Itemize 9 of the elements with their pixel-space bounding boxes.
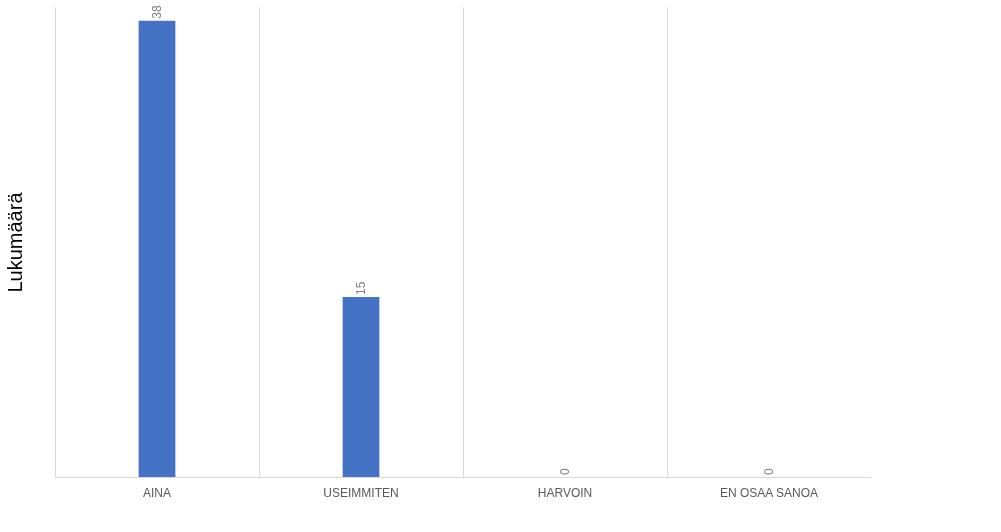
x-tick-label: EN OSAA SANOA bbox=[719, 485, 819, 500]
y-axis-title: Lukumäärä bbox=[3, 191, 26, 293]
x-tick-label: AINA bbox=[142, 485, 172, 500]
data-label: 38 bbox=[150, 5, 164, 19]
data-label: 0 bbox=[558, 468, 572, 475]
x-tick-label: HARVOIN bbox=[537, 485, 593, 500]
data-label: 0 bbox=[762, 468, 776, 475]
x-tick-label: USEIMMITEN bbox=[323, 485, 399, 500]
data-label: 15 bbox=[354, 281, 368, 295]
